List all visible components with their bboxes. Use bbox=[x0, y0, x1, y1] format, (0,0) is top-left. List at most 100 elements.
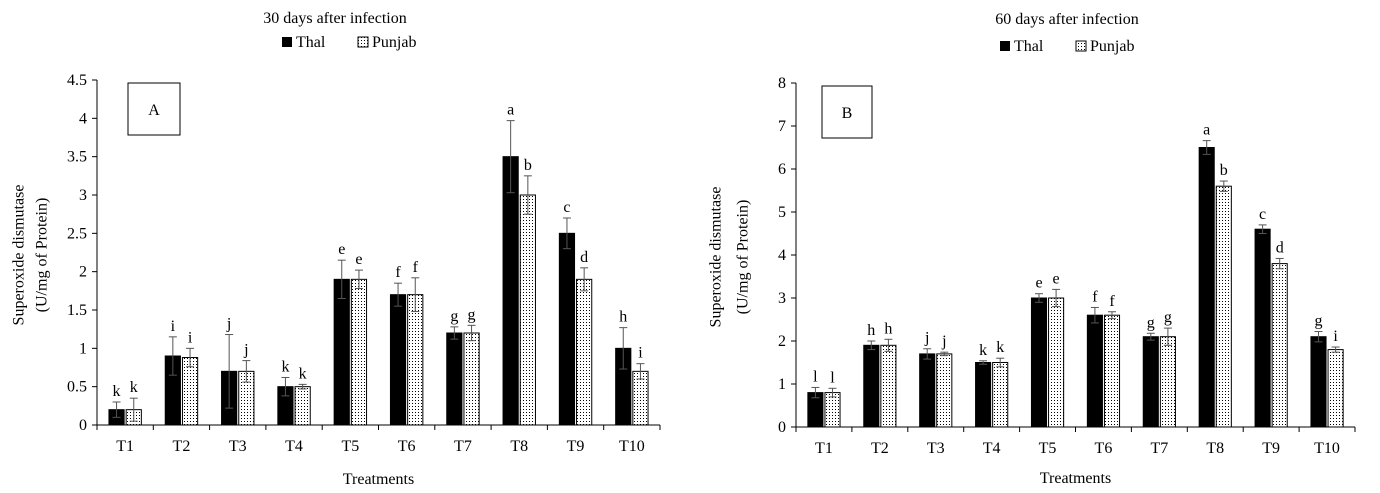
significance-letter-thal: h bbox=[619, 309, 627, 326]
x-tick-label: T2 bbox=[173, 438, 191, 455]
significance-letter-thal: k bbox=[281, 358, 289, 375]
bar-punjab bbox=[1048, 297, 1065, 428]
legend-swatch-punjab bbox=[1075, 40, 1087, 52]
y-tick-label: 3.5 bbox=[67, 149, 87, 166]
significance-letter-punjab: k bbox=[130, 379, 138, 396]
bar-thal bbox=[1198, 147, 1215, 428]
significance-letter-punjab: i bbox=[638, 345, 643, 362]
panel-label: A bbox=[148, 102, 160, 119]
bar-thal bbox=[863, 344, 880, 428]
significance-letter-punjab: i bbox=[188, 329, 193, 346]
chart-title: 60 days after infection bbox=[995, 11, 1139, 28]
significance-letter-punjab: i bbox=[1333, 328, 1338, 345]
significance-letter-punjab: f bbox=[413, 259, 419, 276]
bar-punjab bbox=[992, 362, 1009, 428]
x-tick-label: T7 bbox=[1150, 440, 1168, 457]
legend-swatch-thal bbox=[282, 37, 292, 47]
bar-punjab bbox=[936, 353, 953, 428]
significance-letter-punjab: f bbox=[1109, 293, 1115, 310]
bar-punjab bbox=[407, 294, 424, 426]
bar-punjab bbox=[1159, 336, 1176, 428]
x-tick-label: T6 bbox=[1095, 440, 1113, 457]
x-tick-label: T7 bbox=[454, 438, 472, 455]
y-tick-label: 2.5 bbox=[67, 225, 87, 242]
panel-label: B bbox=[842, 105, 853, 122]
bar-thal bbox=[1142, 336, 1159, 428]
bar-punjab bbox=[576, 278, 593, 426]
significance-letter-punjab: k bbox=[996, 339, 1004, 356]
bar-punjab bbox=[181, 357, 199, 426]
bar-thal bbox=[502, 156, 519, 426]
significance-letter-punjab: j bbox=[941, 333, 946, 350]
y-tick-label: 4 bbox=[79, 110, 87, 127]
legend-swatch-thal bbox=[1000, 41, 1010, 51]
bar-thal bbox=[333, 278, 350, 426]
bar-punjab bbox=[880, 344, 897, 428]
bar-thal bbox=[1030, 297, 1048, 428]
bar-punjab bbox=[1215, 185, 1232, 428]
significance-letter-thal: h bbox=[867, 322, 875, 339]
significance-letter-thal: g bbox=[450, 308, 458, 325]
y-axis-label: Superoxide dismutase bbox=[708, 187, 725, 328]
bar-punjab bbox=[294, 386, 311, 426]
y-tick-label: 0 bbox=[778, 419, 786, 436]
y-tick-label: 0 bbox=[79, 417, 87, 434]
chart-panel-a: 30 days after infection Thal Punjab A Supero… bbox=[11, 10, 661, 488]
chart-panel-b: 60 days after infection Thal Punjab B Supero… bbox=[708, 11, 1356, 487]
bar-thal bbox=[1310, 336, 1327, 428]
y-tick-label: 8 bbox=[778, 75, 786, 92]
significance-letter-punjab: d bbox=[1276, 239, 1284, 256]
bar-punjab bbox=[350, 278, 368, 426]
bar-punjab bbox=[1327, 349, 1344, 428]
significance-letter-punjab: h bbox=[884, 320, 892, 337]
significance-letter-punjab: j bbox=[243, 342, 248, 359]
x-tick-label: T5 bbox=[341, 438, 359, 455]
y-axis-label: (U/mg of Protein) bbox=[735, 200, 752, 315]
x-tick-label: T9 bbox=[1262, 440, 1280, 457]
significance-letter-thal: a bbox=[1203, 122, 1210, 139]
y-tick-label: 2 bbox=[778, 333, 786, 350]
significance-letter-thal: g bbox=[1315, 313, 1323, 330]
significance-letter-thal: e bbox=[1035, 275, 1042, 292]
significance-letter-punjab: d bbox=[580, 249, 588, 266]
significance-letter-punjab: k bbox=[299, 365, 307, 382]
y-tick-label: 6 bbox=[778, 161, 786, 178]
legend-label-thal: Thal bbox=[296, 34, 326, 51]
bar-thal bbox=[1254, 228, 1271, 428]
y-tick-label: 4 bbox=[778, 247, 786, 264]
significance-letter-thal: k bbox=[113, 383, 121, 400]
y-tick-label: 1 bbox=[778, 376, 786, 393]
y-tick-label: 1 bbox=[79, 340, 87, 357]
bar-punjab bbox=[1271, 263, 1288, 428]
panel-label-box bbox=[821, 85, 873, 139]
legend-label-thal: Thal bbox=[1014, 38, 1044, 55]
x-tick-label: T8 bbox=[510, 438, 528, 455]
significance-letter-punjab: b bbox=[1220, 162, 1228, 179]
y-tick-label: 5 bbox=[778, 204, 786, 221]
significance-letter-thal: f bbox=[1092, 288, 1098, 305]
significance-letter-thal: a bbox=[507, 102, 514, 119]
x-axis-label: Treatments bbox=[1040, 470, 1111, 487]
significance-letter-punjab: l bbox=[830, 369, 835, 386]
x-tick-label: T1 bbox=[116, 438, 134, 455]
x-tick-label: T6 bbox=[398, 438, 416, 455]
x-tick-label: T10 bbox=[1314, 440, 1340, 457]
bar-thal bbox=[558, 232, 576, 426]
x-tick-label: T1 bbox=[815, 440, 833, 457]
significance-letter-thal: f bbox=[395, 264, 401, 281]
bar-thal bbox=[389, 294, 407, 426]
y-tick-label: 3 bbox=[778, 290, 786, 307]
significance-letter-thal: g bbox=[1147, 314, 1155, 331]
x-tick-label: T4 bbox=[983, 440, 1001, 457]
y-tick-label: 4.5 bbox=[67, 72, 87, 89]
y-tick-label: 7 bbox=[778, 118, 786, 135]
bar-thal bbox=[919, 353, 936, 428]
bar-thal bbox=[1086, 314, 1103, 428]
bar-thal bbox=[975, 362, 992, 428]
legend-label-punjab: Punjab bbox=[372, 34, 416, 51]
x-tick-label: T10 bbox=[619, 438, 645, 455]
x-axis-label: Treatments bbox=[343, 471, 414, 488]
significance-letter-punjab: e bbox=[1053, 270, 1060, 287]
x-tick-label: T3 bbox=[229, 438, 247, 455]
